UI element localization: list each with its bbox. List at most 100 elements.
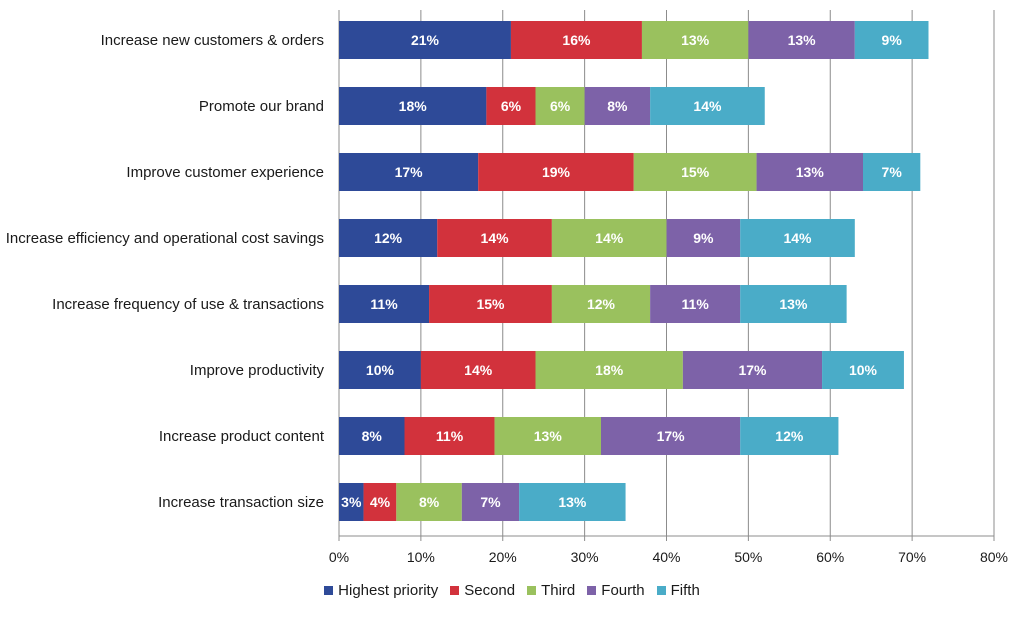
bar-value-label: 16% (562, 32, 591, 48)
bar-value-label: 15% (681, 164, 710, 180)
bar-segment (854, 21, 929, 59)
bar-segment (584, 87, 651, 125)
bar-value-label: 18% (399, 98, 428, 114)
bar-value-label: 13% (558, 494, 587, 510)
legend-item: Fifth (656, 582, 700, 599)
legend-label: Second (464, 582, 516, 599)
bar-value-label: 13% (534, 428, 563, 444)
bar-segment (339, 219, 438, 257)
bar-value-label: 9% (693, 230, 714, 246)
bar-value-label: 13% (796, 164, 825, 180)
bar-value-label: 17% (395, 164, 424, 180)
bar-segment (461, 483, 520, 521)
bar-segment (486, 87, 536, 125)
bar-segment (633, 153, 757, 191)
bar-segment (396, 483, 462, 521)
legend-label: Highest priority (338, 582, 439, 599)
x-tick-label: 70% (898, 549, 926, 565)
bar-value-label: 17% (738, 362, 767, 378)
x-tick-label: 60% (816, 549, 844, 565)
bar-segment (756, 153, 863, 191)
bar-segment (478, 153, 634, 191)
bar-segment (641, 21, 749, 59)
x-axis-ticks: 0% 10% 20% 30% 40% 50% 60% 70% 80% (329, 535, 1008, 565)
bar-segment (748, 21, 855, 59)
legend-swatch (527, 586, 537, 595)
x-tick-label: 10% (407, 549, 435, 565)
legend-swatch (587, 586, 597, 595)
bar-segment (429, 285, 552, 323)
bar-value-label: 17% (657, 428, 686, 444)
legend-item: Second (450, 582, 515, 599)
category-label: Increase product content (159, 428, 325, 445)
legend-label: Third (541, 582, 576, 599)
bar-value-label: 14% (464, 362, 493, 378)
category-label: Promote our brand (199, 98, 324, 115)
legend-label: Fourth (601, 582, 645, 599)
bar-segment (666, 219, 741, 257)
category-label: Increase transaction size (158, 494, 324, 511)
bar-segment (437, 219, 552, 257)
bar-value-label: 14% (783, 230, 812, 246)
bar-value-label: 8% (607, 98, 628, 114)
bar-segment (551, 219, 667, 257)
bar-value-label: 18% (595, 362, 624, 378)
legend-item: Highest priority (324, 582, 438, 599)
bar-segment (339, 483, 364, 521)
bar-value-label: 7% (480, 494, 501, 510)
bar-value-label: 19% (542, 164, 571, 180)
x-tick-label: 80% (980, 549, 1008, 565)
bar-value-label: 8% (419, 494, 440, 510)
bar-value-label: 3% (341, 494, 362, 510)
bar-value-label: 9% (882, 32, 903, 48)
bar-segment (650, 87, 765, 125)
bar-value-label: 14% (693, 98, 722, 114)
bar-segment (863, 153, 921, 191)
category-label: Increase efficiency and operational cost… (6, 230, 324, 247)
bar-segment (494, 417, 601, 455)
legend: Highest priority Second Third Fourth Fifth (0, 582, 1024, 599)
legend-swatch (450, 586, 460, 595)
bars: 21% 16% 13% 13% 9% 18% 6% 6% 8% 14% 17% 19% 15% 13% 7%… (339, 21, 929, 521)
bar-segment (339, 87, 487, 125)
bar-segment (404, 417, 495, 455)
bar-value-label: 14% (595, 230, 624, 246)
bar-segment (601, 417, 741, 455)
bar-value-label: 8% (362, 428, 383, 444)
x-tick-label: 0% (329, 549, 349, 565)
bar-segment (339, 285, 430, 323)
bar-value-label: 11% (682, 296, 710, 312)
bar-value-label: 12% (775, 428, 804, 444)
category-label: Increase new customers & orders (101, 32, 324, 49)
bar-segment (339, 21, 511, 59)
bar-segment (339, 351, 421, 389)
bar-segment (822, 351, 904, 389)
bar-value-label: 13% (788, 32, 817, 48)
bar-value-label: 13% (681, 32, 710, 48)
bar-value-label: 10% (849, 362, 878, 378)
category-label: Improve productivity (190, 362, 325, 379)
bar-value-label: 10% (366, 362, 395, 378)
bar-segment (339, 417, 405, 455)
bar-segment (519, 483, 626, 521)
bar-value-label: 6% (550, 98, 571, 114)
category-label: Improve customer experience (126, 164, 324, 181)
legend-item: Fourth (587, 582, 645, 599)
bar-value-label: 6% (501, 98, 522, 114)
legend-item: Third (527, 582, 575, 599)
legend-label: Fifth (670, 582, 700, 599)
x-tick-label: 50% (734, 549, 762, 565)
bar-value-label: 11% (436, 428, 464, 444)
bar-segment (740, 219, 855, 257)
category-label: Increase frequency of use & transactions (52, 296, 324, 313)
bar-value-label: 12% (374, 230, 403, 246)
legend-swatch (656, 586, 666, 595)
bar-segment (535, 351, 683, 389)
bar-segment (551, 285, 651, 323)
bar-value-label: 13% (779, 296, 808, 312)
bar-segment (650, 285, 741, 323)
x-tick-label: 20% (489, 549, 517, 565)
category-labels: Increase new customers & orders Promote o… (6, 32, 325, 511)
bar-value-label: 11% (370, 296, 398, 312)
